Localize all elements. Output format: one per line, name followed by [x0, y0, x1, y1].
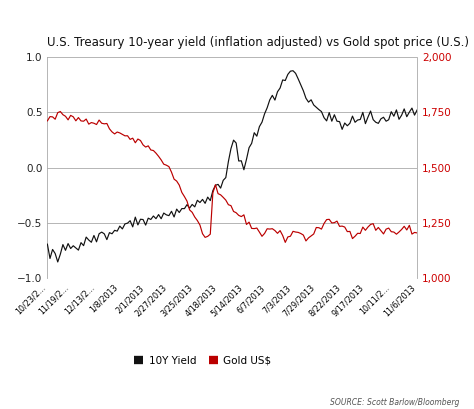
- Text: U.S. Treasury 10-year yield (inflation adjusted) vs Gold spot price (U.S.): U.S. Treasury 10-year yield (inflation a…: [47, 36, 469, 49]
- Legend: 10Y Yield, Gold US$: 10Y Yield, Gold US$: [130, 352, 275, 370]
- Text: SOURCE: Scott Barlow/Bloomberg: SOURCE: Scott Barlow/Bloomberg: [330, 398, 460, 407]
